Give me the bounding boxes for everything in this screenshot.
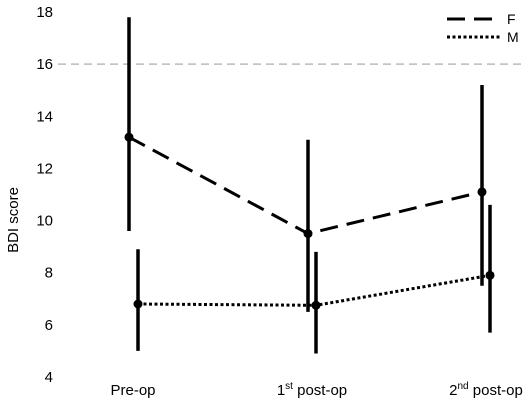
y-tick-label: 16 [36, 56, 53, 73]
y-axis-label: BDI score [5, 187, 22, 253]
data-point-F [124, 132, 134, 142]
y-tick-label: 6 [45, 317, 53, 334]
y-ticks: 4 6 8 10 12 14 16 18 [36, 4, 53, 386]
x-tick-base: 2 [449, 382, 457, 399]
y-tick-label: 10 [36, 213, 53, 230]
y-tick-label: 12 [36, 160, 53, 177]
series-line-F [128, 135, 483, 236]
x-ticks: Pre-op 1st post-op 2nd post-op [110, 381, 522, 399]
legend-label: M [507, 29, 519, 45]
data-point-F [477, 187, 487, 197]
data-point-F [303, 229, 313, 239]
legend-label: F [507, 11, 516, 27]
y-tick-label: 8 [45, 265, 53, 282]
x-tick-label: 1st post-op [277, 381, 347, 399]
series-line-M [137, 273, 491, 307]
x-tick-rest: post-op [469, 382, 523, 399]
x-tick-label: 2nd post-op [449, 381, 523, 399]
x-tick-sup: nd [458, 381, 469, 392]
data-point-M [311, 300, 321, 310]
x-tick-sup: st [285, 381, 293, 392]
series-group [124, 17, 495, 354]
y-tick-label: 18 [36, 4, 53, 21]
y-tick-label: 4 [45, 369, 53, 386]
y-tick-label: 14 [36, 108, 53, 125]
data-point-M [133, 299, 143, 309]
x-tick-base: Pre-op [110, 382, 155, 399]
legend: FM [447, 11, 519, 45]
x-tick-rest: post-op [293, 382, 347, 399]
x-tick-base: 1 [277, 382, 285, 399]
data-point-M [485, 270, 495, 280]
x-tick-label: Pre-op [110, 382, 155, 399]
